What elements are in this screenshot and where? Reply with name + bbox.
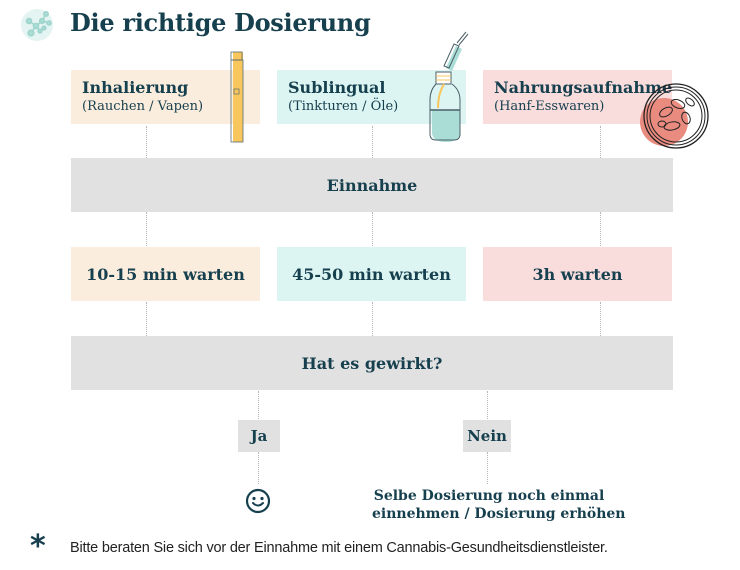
connector-line	[487, 391, 488, 421]
connector-line	[372, 126, 373, 158]
no-result-line2: einnehmen / Dosierung erhöhen	[372, 506, 626, 522]
method-subtitle: (Rauchen / Vapen)	[82, 99, 204, 114]
page-title: Die richtige Dosierung	[70, 8, 371, 37]
wait-label: 10-15 min warten	[86, 264, 245, 284]
food-plate-icon	[636, 80, 712, 156]
connector-line	[600, 212, 601, 246]
method-title: Sublingual	[288, 78, 386, 97]
connector-line	[600, 302, 601, 336]
method-box-edibles: Nahrungsaufnahme (Hanf-Esswaren)	[483, 70, 672, 124]
footnote-text: Bitte beraten Sie sich vor der Einnahme …	[70, 540, 608, 556]
method-box-inhalation: Inhalierung (Rauchen / Vapen)	[71, 70, 260, 124]
connector-line	[146, 126, 147, 158]
connector-line	[258, 452, 259, 484]
connector-line	[146, 212, 147, 246]
wait-box-edibles: 3h warten	[483, 247, 672, 301]
answer-no-label: Nein	[467, 427, 507, 445]
connector-line	[258, 391, 259, 421]
wait-box-sublingual: 45-50 min warten	[277, 247, 466, 301]
question-box: Hat es gewirkt?	[71, 336, 673, 390]
answer-yes-label: Ja	[250, 427, 268, 445]
method-title: Nahrungsaufnahme	[494, 78, 673, 97]
vape-pen-icon	[226, 50, 248, 146]
answer-no-box: Nein	[463, 420, 511, 452]
connector-line	[372, 212, 373, 246]
question-label: Hat es gewirkt?	[301, 353, 443, 373]
no-result-text: Selbe Dosierung noch einmal einnehmen / …	[372, 487, 626, 523]
smiley-icon	[245, 488, 271, 514]
connector-line	[146, 302, 147, 336]
method-subtitle: (Hanf-Esswaren)	[494, 99, 605, 114]
connector-line	[600, 126, 601, 158]
molecule-icon	[20, 8, 54, 42]
wait-box-inhalation: 10-15 min warten	[71, 247, 260, 301]
asterisk-icon: *	[30, 529, 46, 564]
intake-label: Einnahme	[326, 175, 418, 195]
intake-box: Einnahme	[71, 158, 673, 212]
wait-label: 45-50 min warten	[292, 264, 451, 284]
answer-yes-box: Ja	[238, 420, 280, 452]
dropper-bottle-icon	[424, 28, 474, 146]
method-title: Inhalierung	[82, 78, 189, 97]
connector-line	[372, 302, 373, 336]
connector-line	[487, 452, 488, 484]
wait-label: 3h warten	[532, 264, 623, 284]
no-result-line1: Selbe Dosierung noch einmal	[373, 488, 605, 504]
method-subtitle: (Tinkturen / Öle)	[288, 99, 399, 114]
